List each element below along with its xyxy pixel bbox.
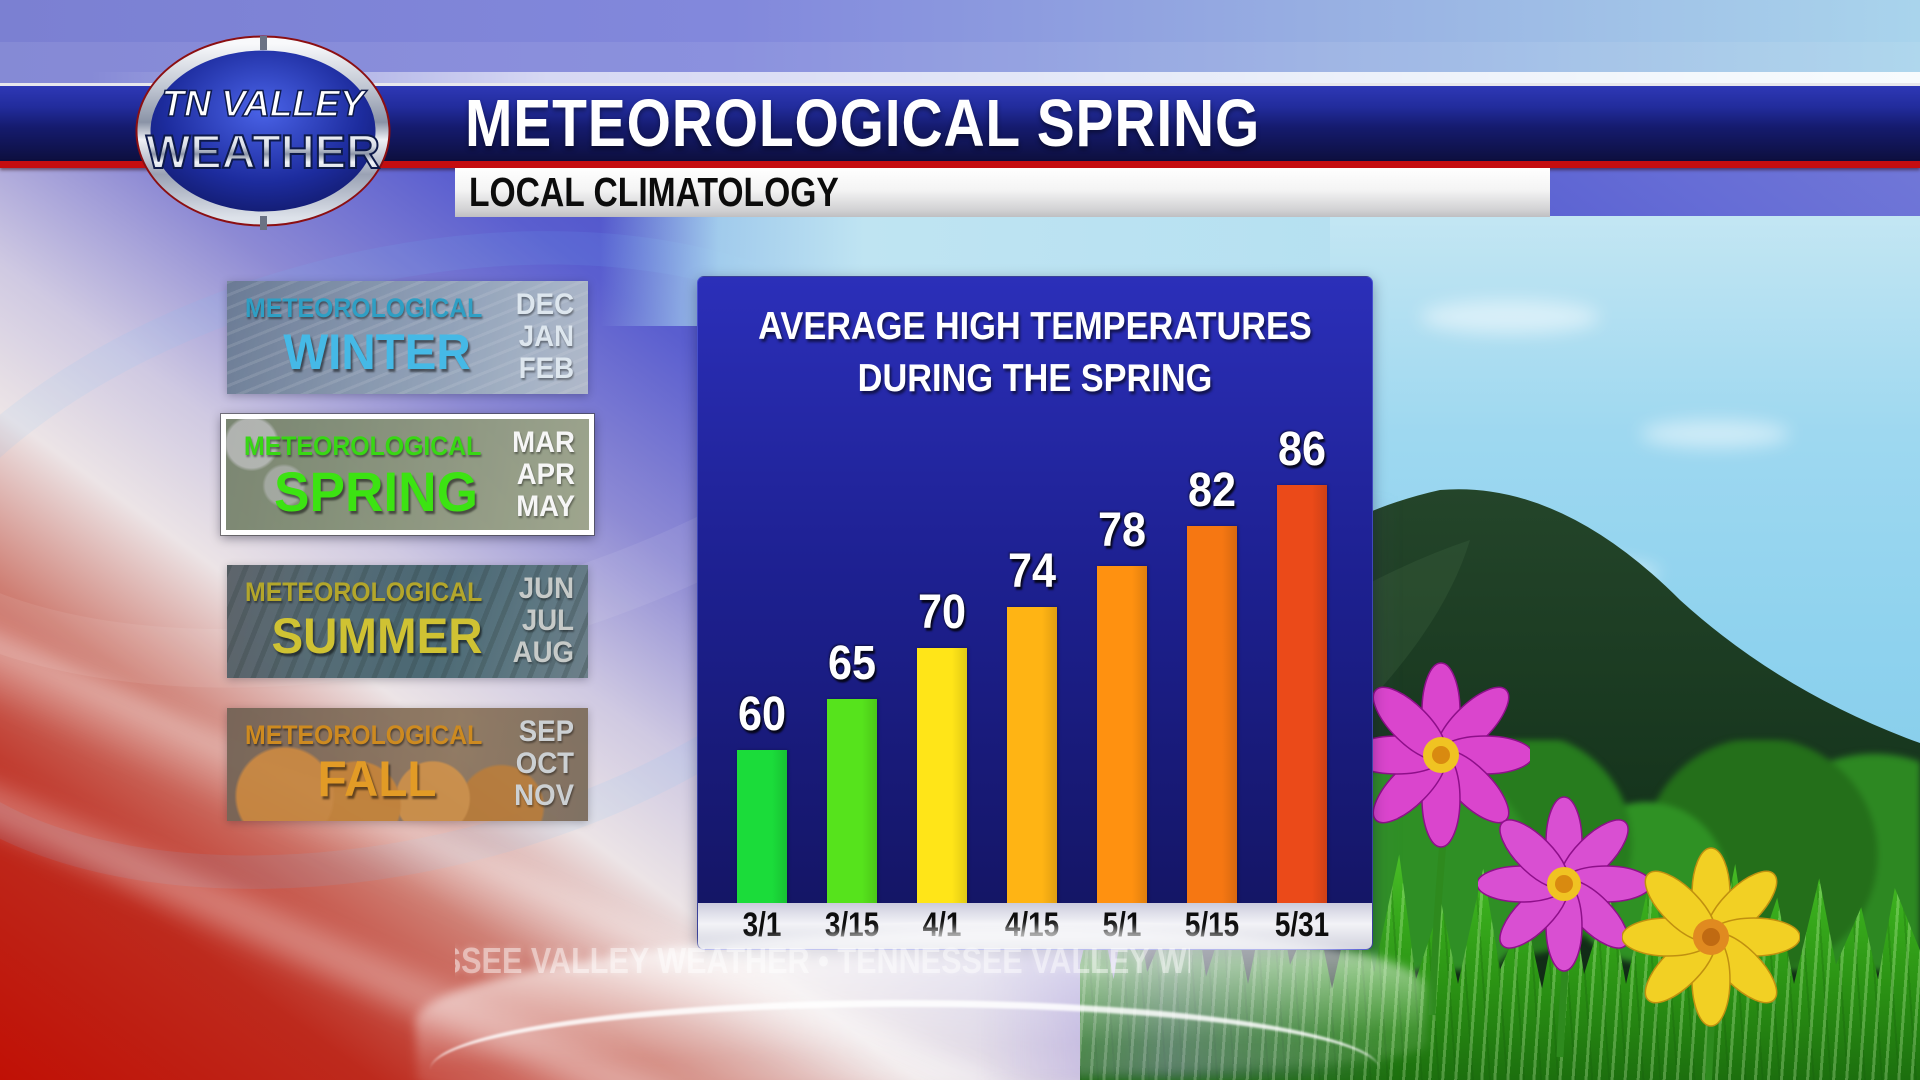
month-label: MAR: [512, 426, 575, 459]
photo-haze: [227, 708, 588, 821]
bar-4/15: [1007, 607, 1057, 903]
summer-photo: [227, 565, 588, 678]
season-item-winter[interactable]: METEOROLOGICAL WINTER DEC JAN FEB: [227, 281, 588, 394]
month-label: AUG: [512, 636, 574, 669]
month-label: DEC: [515, 288, 574, 321]
subtitle-band: LOCAL CLIMATOLOGY: [455, 168, 1550, 217]
photo-haze: [227, 565, 588, 678]
month-label: FEB: [518, 352, 574, 385]
bar-value-label: 60: [737, 688, 787, 741]
pink-flower-icon: [1352, 662, 1530, 1016]
season-item-spring[interactable]: METEOROLOGICAL SPRING MAR APR MAY: [221, 414, 594, 535]
bar-5/1: [1097, 566, 1147, 903]
bar-5/15: [1187, 526, 1237, 903]
season-item-fall[interactable]: METEOROLOGICAL FALL SEP OCT NOV: [227, 708, 588, 821]
bar-3/1: [737, 750, 787, 903]
season-name-fall: FALL: [317, 751, 437, 807]
bar-5/31: [1277, 485, 1327, 903]
cloud: [1420, 300, 1600, 334]
winter-photo: [227, 281, 588, 394]
bar-value-label: 70: [917, 586, 967, 639]
bar-value-label: 78: [1097, 504, 1147, 557]
season-months: MAR APR MAY: [474, 427, 575, 523]
page-subtitle: LOCAL CLIMATOLOGY: [469, 169, 839, 215]
spring-photo: [226, 419, 589, 530]
season-kicker: METEOROLOGICAL: [245, 293, 483, 323]
chart-title-line1: AVERAGE HIGH TEMPERATURES: [758, 305, 1312, 348]
month-label: NOV: [514, 779, 574, 812]
bar-value-label: 82: [1187, 464, 1237, 517]
photo-haze: [226, 419, 589, 530]
bar-4/1: [917, 648, 967, 903]
logo-line2: WEATHER: [146, 125, 380, 178]
month-label: JUL: [521, 604, 574, 637]
bar-value-label: 86: [1277, 423, 1327, 476]
bar-value-label: 74: [1007, 545, 1057, 598]
month-label: MAY: [516, 490, 575, 523]
season-name-winter: WINTER: [283, 324, 471, 380]
logo-line1: TN VALLEY: [162, 83, 368, 124]
season-months: JUN JUL AUG: [473, 573, 574, 669]
header-red-stripe: [0, 161, 1920, 168]
station-logo: TN VALLEY WEATHER: [135, 35, 391, 230]
season-kicker: METEOROLOGICAL: [245, 577, 483, 607]
bar-3/15: [827, 699, 877, 903]
bar-value-label: 65: [827, 637, 877, 690]
fall-photo: [227, 708, 588, 821]
month-label: APR: [516, 458, 575, 491]
season-kicker: METEOROLOGICAL: [245, 720, 483, 750]
chart-title: AVERAGE HIGH TEMPERATURES DURING THE SPR…: [698, 301, 1372, 405]
axis-label-5/31: 5/31: [1274, 906, 1330, 944]
month-label: SEP: [518, 715, 574, 748]
cloud: [1640, 420, 1790, 448]
white-swoosh-arc: [430, 1000, 1380, 1080]
season-months: DEC JAN FEB: [473, 289, 574, 385]
yellow-flower-icon: [1622, 847, 1800, 1080]
chart-panel: AVERAGE HIGH TEMPERATURES DURING THE SPR…: [697, 276, 1373, 950]
month-label: OCT: [515, 747, 574, 780]
season-name-spring: SPRING: [274, 460, 478, 523]
pink-flower-icon: [1478, 796, 1650, 1058]
month-label: JUN: [518, 572, 574, 605]
chart-title-line2: DURING THE SPRING: [857, 357, 1213, 400]
station-watermark-text: TENNESSEE VALLEY WEATHER • TENNESSEE VAL…: [455, 940, 1190, 981]
season-item-summer[interactable]: METEOROLOGICAL SUMMER JUN JUL AUG: [227, 565, 588, 678]
season-kicker: METEOROLOGICAL: [244, 431, 482, 461]
season-name-summer: SUMMER: [271, 608, 483, 664]
photo-haze: [227, 281, 588, 394]
station-watermark: TENNESSEE VALLEY WEATHER • TENNESSEE VAL…: [455, 940, 1190, 988]
page-title: METEOROLOGICAL SPRING: [465, 86, 1261, 161]
month-label: JAN: [518, 320, 574, 353]
chart-plot: 60 65 70 74 78 82 86: [698, 277, 1372, 903]
season-months: SEP OCT NOV: [473, 716, 574, 812]
